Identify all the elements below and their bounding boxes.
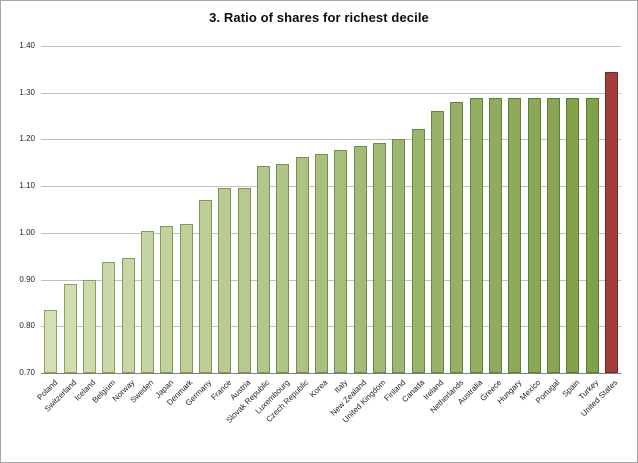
bar-poland	[44, 309, 58, 373]
y-axis-tick-label: 0.90	[19, 275, 35, 284]
y-axis-tick-label: 1.10	[19, 181, 35, 190]
y-gridline	[41, 280, 621, 281]
y-gridline	[41, 139, 621, 140]
y-axis-tick-label: 1.00	[19, 228, 35, 237]
bar-mexico	[527, 98, 541, 373]
y-gridline	[41, 233, 621, 234]
y-axis-tick-label: 0.80	[19, 321, 35, 330]
chart-title: 3. Ratio of shares for richest decile	[209, 10, 429, 25]
bar-spain	[566, 98, 580, 373]
bar-italy	[334, 149, 348, 373]
bar-united-states	[604, 71, 618, 373]
bar-japan	[160, 225, 174, 373]
y-axis-tick-label: 1.40	[19, 41, 35, 50]
bar-switzerland	[63, 284, 77, 373]
bar-austria	[237, 187, 251, 373]
bar-greece	[488, 98, 502, 373]
x-axis-line	[41, 373, 621, 374]
y-axis-tick-label: 0.70	[19, 368, 35, 377]
bar-korea	[314, 154, 328, 373]
bar-united-kingdom	[372, 142, 386, 373]
bar-luxembourg	[276, 164, 290, 373]
bar-belgium	[102, 262, 116, 373]
bar-ireland	[430, 111, 444, 373]
y-axis-tick-label: 1.20	[19, 134, 35, 143]
bar-portugal	[546, 98, 560, 373]
y-gridline	[41, 46, 621, 47]
bar-canada	[411, 129, 425, 373]
bar-australia	[469, 98, 483, 373]
y-gridline	[41, 186, 621, 187]
bar-denmark	[179, 223, 193, 373]
bar-czech-republic	[295, 156, 309, 373]
bar-norway	[121, 257, 135, 373]
bar-iceland	[82, 279, 96, 373]
bar-turkey	[585, 98, 599, 373]
bar-new-zealand	[353, 146, 367, 373]
bar-germany	[198, 200, 212, 373]
y-gridline	[41, 93, 621, 94]
y-gridline	[41, 326, 621, 327]
bar-netherlands	[450, 102, 464, 373]
bar-france	[218, 188, 232, 373]
y-axis-tick-label: 1.30	[19, 88, 35, 97]
bar-sweden	[140, 230, 154, 373]
bar-hungary	[508, 98, 522, 373]
bar-finland	[392, 139, 406, 373]
bar-slovak-republic	[256, 166, 270, 373]
